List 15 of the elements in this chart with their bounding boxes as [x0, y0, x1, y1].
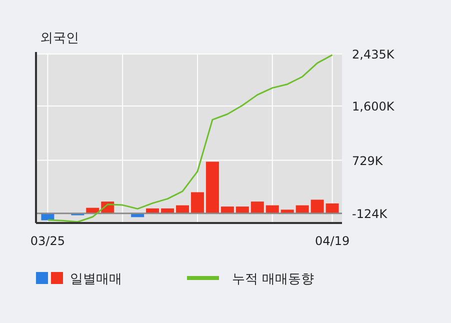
- bar: [310, 200, 324, 214]
- bar: [250, 202, 264, 214]
- legend-label: 누적 매매동향: [232, 272, 314, 287]
- y-tick-label: 1,600K: [352, 100, 396, 114]
- x-tick-label: 04/19: [315, 234, 350, 248]
- bar: [206, 162, 219, 214]
- chart-title: 외국인: [40, 31, 79, 46]
- y-tick-label: -124K: [352, 206, 388, 221]
- y-tick-label: 729K: [352, 154, 384, 168]
- line-series: [46, 54, 334, 223]
- bar: [190, 192, 204, 214]
- x-tick-label: 03/25: [30, 234, 65, 248]
- bar: [326, 203, 339, 214]
- y-tick-label: 2,435K: [352, 48, 396, 62]
- legend-label: 일별매매: [70, 272, 122, 287]
